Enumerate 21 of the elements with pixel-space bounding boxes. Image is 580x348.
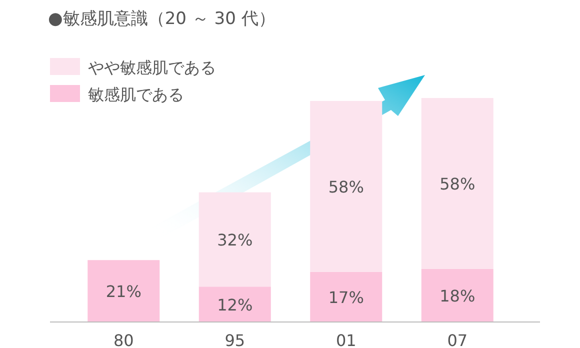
data-label: 18%: [440, 286, 476, 306]
bar: [198, 192, 271, 287]
x-tick-label: 95: [224, 331, 246, 348]
x-tick-label: 80: [113, 331, 134, 348]
legend-label: 敏感肌である: [88, 85, 184, 104]
x-tick-label: 07: [447, 331, 468, 348]
bar: [421, 268, 494, 322]
bar: [88, 260, 160, 322]
legend-label: やや敏感肌である: [88, 58, 216, 77]
data-label: 21%: [106, 282, 142, 302]
data-label: 58%: [440, 174, 476, 194]
bar: [310, 100, 382, 272]
data-label: 32%: [217, 230, 253, 250]
bar: [421, 98, 494, 269]
bar: [310, 272, 382, 322]
data-label: 12%: [217, 295, 253, 314]
chart-title: ●敏感肌意識（20 ～ 30 代）: [48, 9, 276, 29]
bar: [198, 286, 271, 322]
data-label: 58%: [328, 177, 364, 196]
x-tick-label: 01: [336, 331, 356, 348]
data-label: 17%: [328, 288, 364, 307]
